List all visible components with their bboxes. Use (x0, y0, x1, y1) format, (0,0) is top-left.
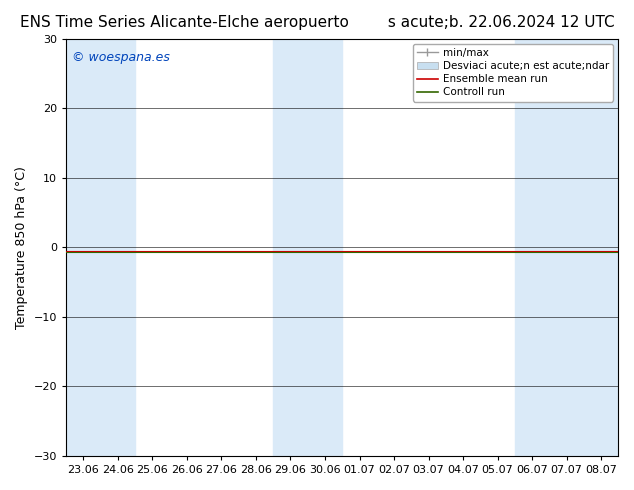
Legend: min/max, Desviaci acute;n est acute;ndar, Ensemble mean run, Controll run: min/max, Desviaci acute;n est acute;ndar… (413, 44, 613, 101)
Bar (66, 39, 135, 456)
Bar (515, 39, 618, 456)
Text: ENS Time Series Alicante-Elche aeropuerto        s acute;b. 22.06.2024 12 UTC: ENS Time Series Alicante-Elche aeropuert… (20, 15, 614, 30)
Y-axis label: Temperature 850 hPa (°C): Temperature 850 hPa (°C) (15, 166, 28, 329)
Bar (273, 39, 342, 456)
Text: © woespana.es: © woespana.es (72, 51, 169, 64)
